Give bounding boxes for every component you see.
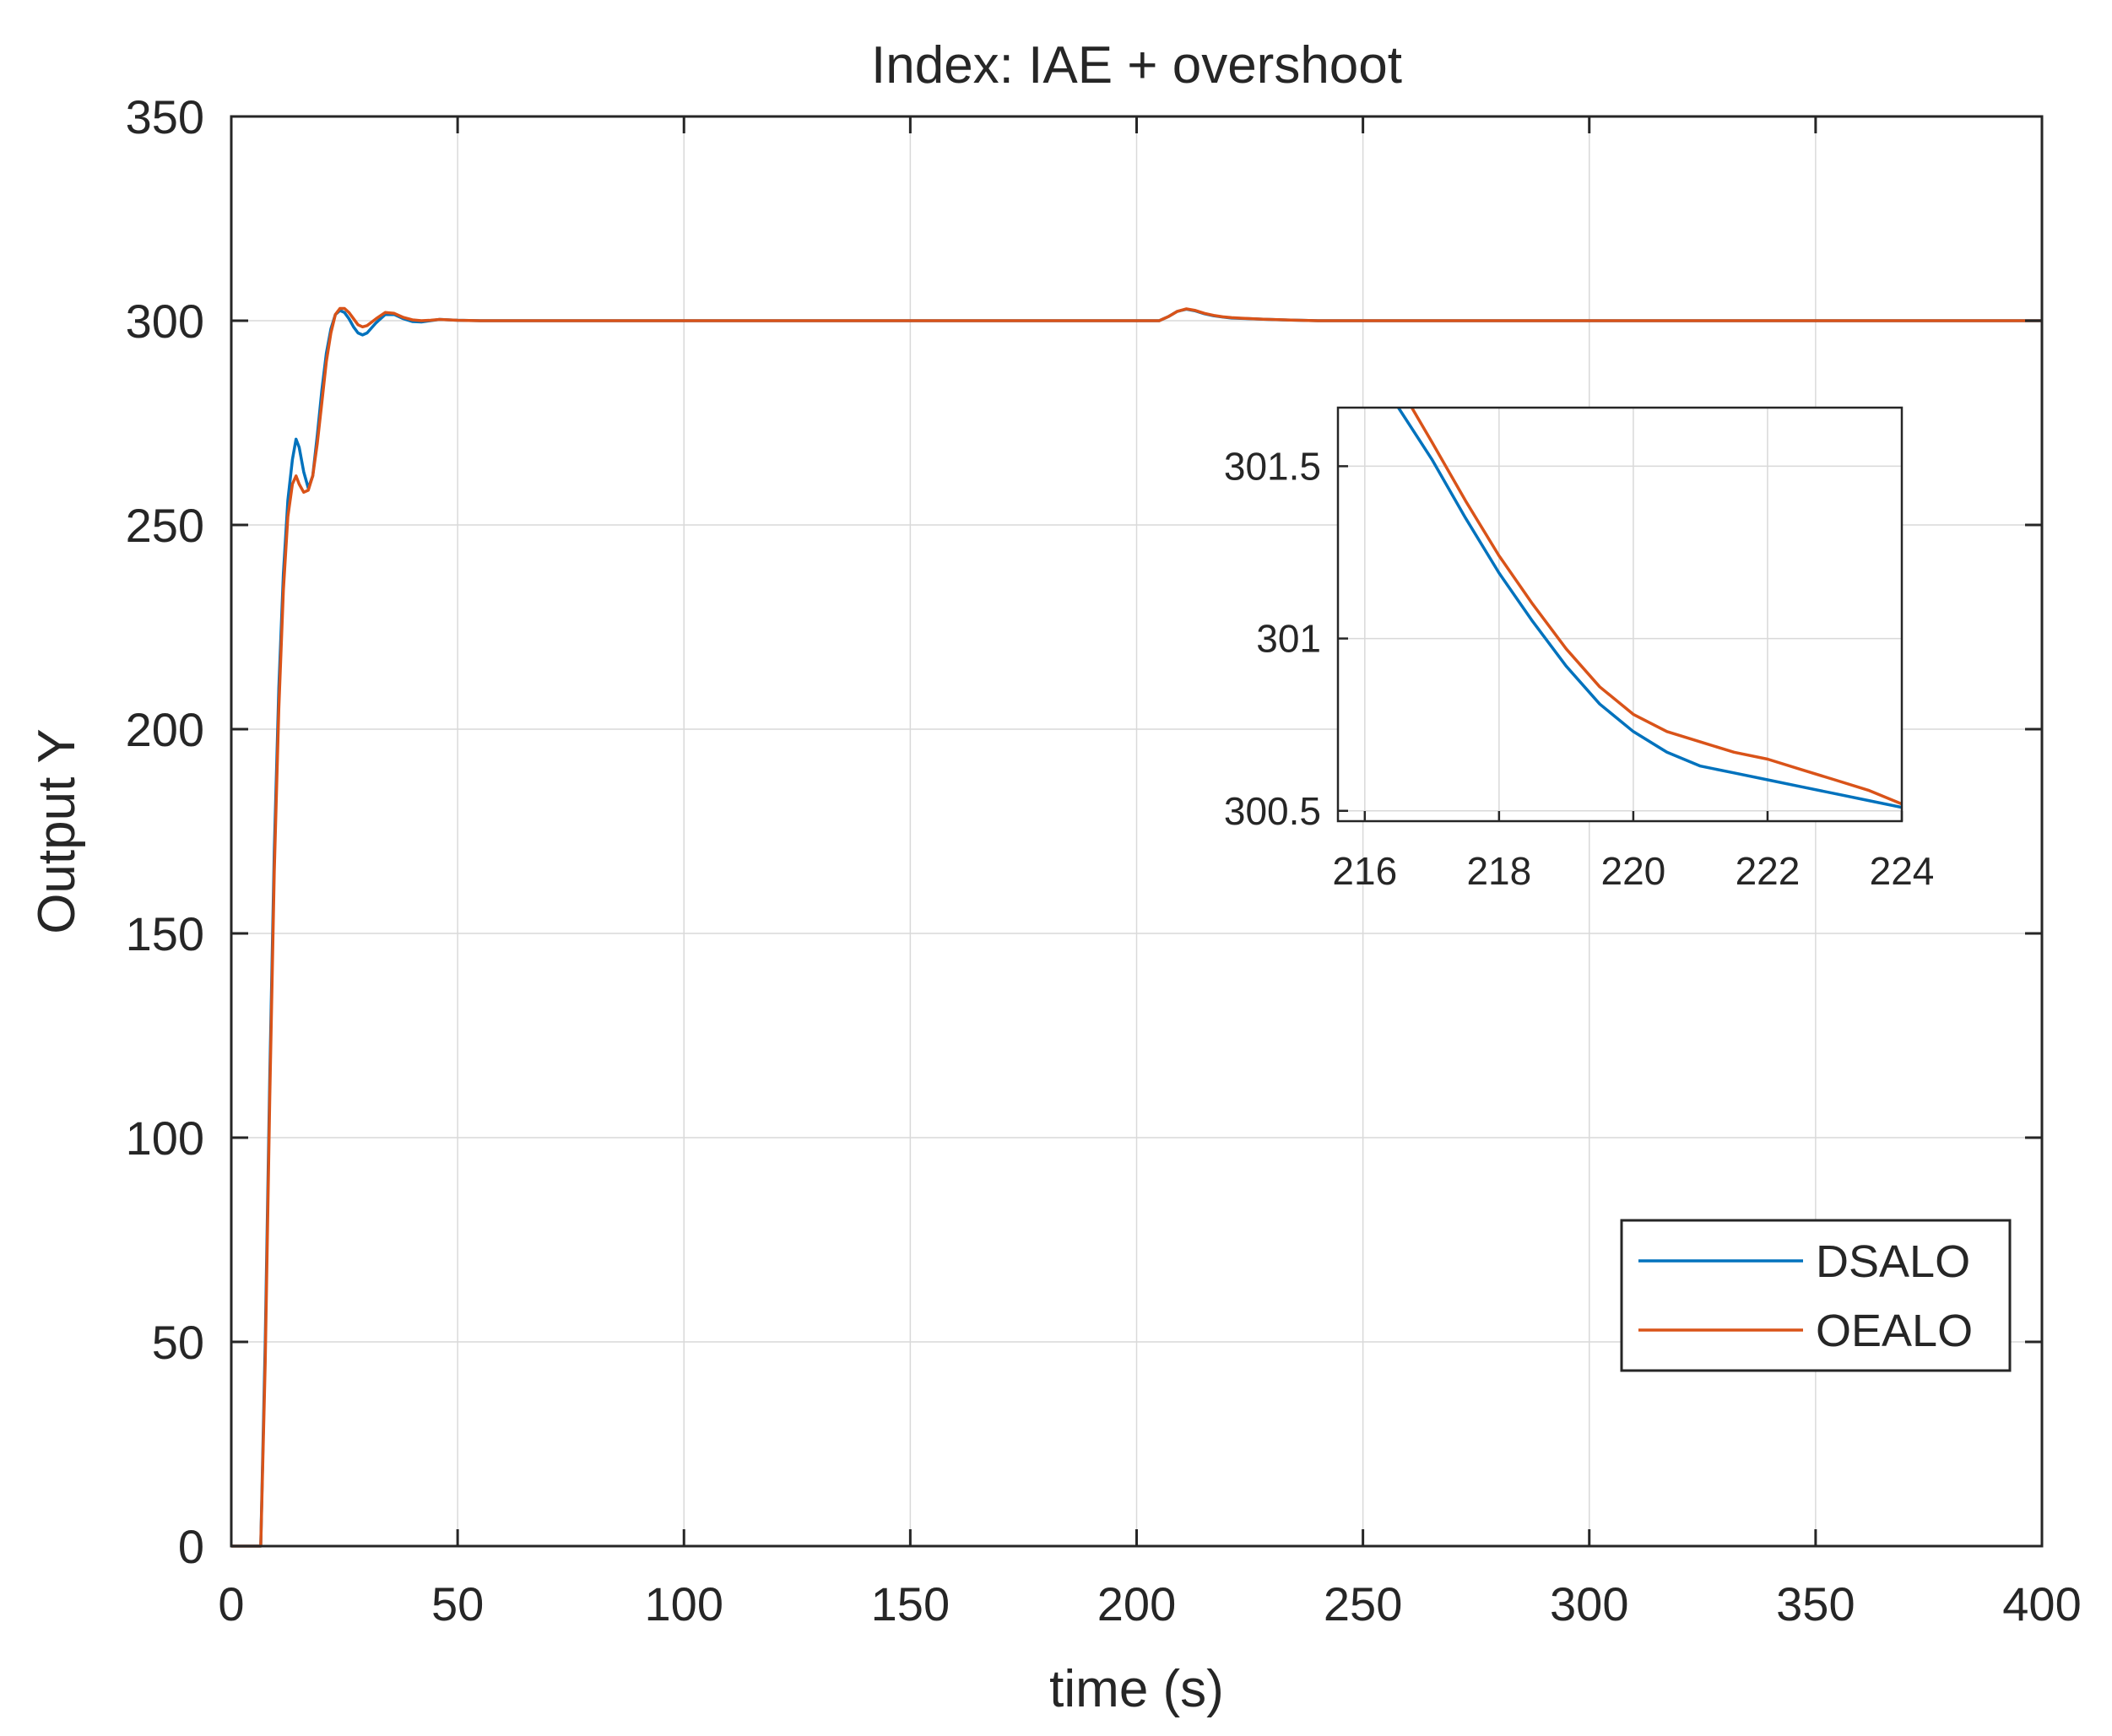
legend: DSALO OEALO bbox=[1620, 1219, 2012, 1372]
main-x-tick-label: 300 bbox=[1550, 1577, 1628, 1631]
inset-x-tick-label: 222 bbox=[1736, 849, 1801, 893]
legend-label-oealo: OEALO bbox=[1816, 1306, 1973, 1356]
inset-series bbox=[1397, 408, 1902, 809]
main-y-tick-label: 150 bbox=[126, 907, 204, 960]
inset-x-tick-label: 218 bbox=[1466, 849, 1531, 893]
main-y-tick-label: 200 bbox=[126, 703, 204, 756]
main-x-tick-label: 200 bbox=[1097, 1577, 1176, 1631]
inset-x-tick-label: 216 bbox=[1332, 849, 1397, 893]
main-series-oealo-line bbox=[231, 306, 2042, 1548]
inset-y-tick-label: 301 bbox=[1256, 617, 1321, 661]
inset-x-tick-label: 224 bbox=[1870, 849, 1935, 893]
inset-plot-area bbox=[1338, 408, 1902, 821]
main-y-tick-label: 100 bbox=[126, 1111, 204, 1165]
main-y-tick-label: 250 bbox=[126, 499, 204, 552]
main-x-tick-label: 400 bbox=[2002, 1577, 2081, 1631]
main-y-tick-label: 300 bbox=[126, 295, 204, 348]
main-y-tick-label: 50 bbox=[152, 1316, 204, 1369]
main-x-tick-label: 100 bbox=[645, 1577, 723, 1631]
inset-y-tick-label: 300.5 bbox=[1224, 789, 1321, 833]
legend-label-dsalo: DSALO bbox=[1816, 1236, 1970, 1287]
main-x-tick-label: 0 bbox=[218, 1577, 244, 1631]
inset-x-tick-label: 220 bbox=[1601, 849, 1666, 893]
inset-y-tick-label: 301.5 bbox=[1224, 444, 1321, 488]
main-x-tick-label: 50 bbox=[431, 1577, 484, 1631]
chart-title: Index: IAE + overshoot bbox=[871, 36, 1402, 95]
main-axes: 0 50 100 150 200 250 300 350 400 0 50 100 150 200 250 3… bbox=[28, 36, 2082, 1718]
main-x-tick-label: 350 bbox=[1776, 1577, 1855, 1631]
main-y-tick-label: 0 bbox=[178, 1520, 204, 1573]
inset-axes-box bbox=[1336, 406, 1904, 823]
main-x-tick-label: 250 bbox=[1324, 1577, 1402, 1631]
inset-series-oealo-line bbox=[1410, 408, 1902, 806]
inset-series-dsalo-line bbox=[1397, 408, 1902, 809]
legend-box bbox=[1620, 1219, 2012, 1372]
x-axis-label: time (s) bbox=[1049, 1660, 1224, 1718]
inset-axes: 216 218 220 222 224 300.5 301 301.5 bbox=[1224, 406, 1935, 893]
main-x-tick-label: 150 bbox=[871, 1577, 950, 1631]
y-axis-label: Output Y bbox=[28, 728, 86, 934]
main-y-tick-label: 350 bbox=[126, 90, 204, 143]
